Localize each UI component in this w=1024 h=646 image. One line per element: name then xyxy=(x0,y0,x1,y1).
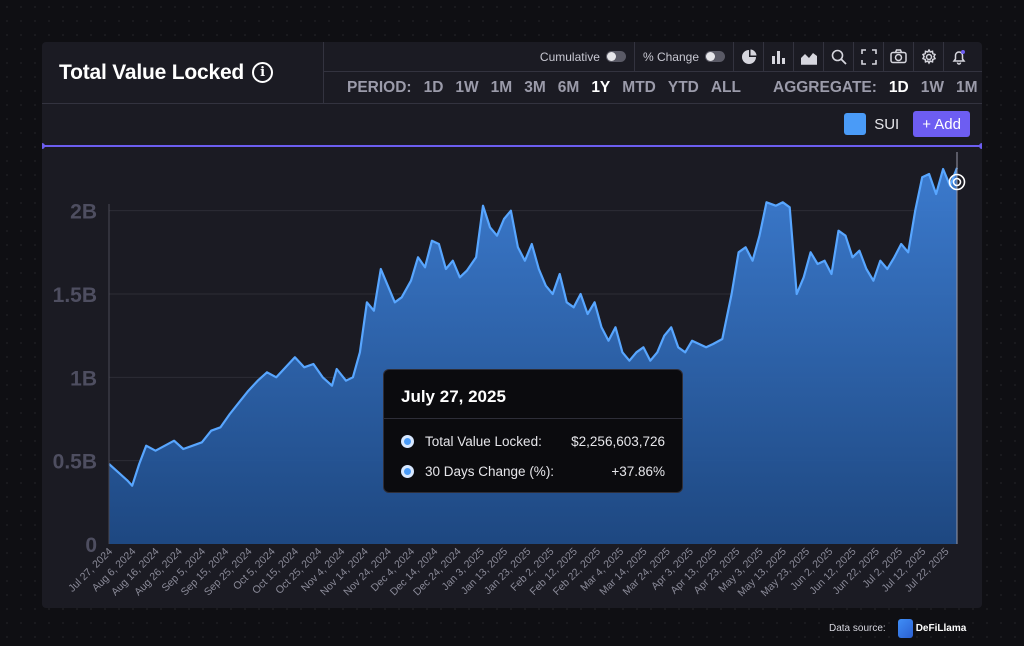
chart-tooltip: July 27, 2025 Total Value Locked: $2,256… xyxy=(383,369,683,493)
percent-change-toggle-group[interactable]: % Change xyxy=(635,42,734,71)
data-source-label: Data source: xyxy=(829,623,886,634)
series-legend: SUI + Add xyxy=(844,111,970,137)
tooltip-row-tvl: Total Value Locked: $2,256,603,726 xyxy=(384,426,682,456)
hover-marker-outer xyxy=(948,173,966,191)
percent-change-toggle[interactable] xyxy=(705,51,725,62)
title-box: Total Value Locked i xyxy=(42,42,324,104)
cumulative-label: Cumulative xyxy=(539,49,600,64)
data-source-brand[interactable]: DeFiLlama xyxy=(915,623,967,634)
bar-chart-icon[interactable] xyxy=(764,42,794,71)
tooltip-date: July 27, 2025 xyxy=(384,370,682,419)
cumulative-toggle[interactable] xyxy=(605,51,626,62)
range-slider[interactable] xyxy=(42,143,982,149)
defillama-logo-icon xyxy=(897,619,913,638)
period-option-all[interactable]: ALL xyxy=(710,78,741,96)
tooltip-value-change: +37.86% xyxy=(611,463,665,479)
page-title: Total Value Locked xyxy=(59,60,245,84)
period-option-1w[interactable]: 1W xyxy=(455,78,479,96)
data-source-footer: Data source: DeFiLlama xyxy=(829,619,966,638)
tooltip-dot-icon xyxy=(401,464,414,478)
aggregate-option-1m[interactable]: 1M xyxy=(955,78,978,96)
bell-icon[interactable] xyxy=(944,42,974,71)
period-option-1y[interactable]: 1Y xyxy=(591,78,611,96)
y-tick-label: 0.5B xyxy=(53,451,97,474)
period-selector-row: PERIOD: 1D 1W 1M 3M 6M 1Y MTD YTD ALL AG… xyxy=(324,72,982,104)
search-icon[interactable] xyxy=(824,42,854,71)
y-tick-label: 2B xyxy=(70,201,97,224)
pie-chart-icon[interactable] xyxy=(734,42,764,71)
series-area-sui xyxy=(109,167,957,544)
series-line-sui xyxy=(108,167,959,487)
y-tick-label: 1.5B xyxy=(53,284,97,307)
gear-icon[interactable] xyxy=(914,42,944,71)
period-option-1m[interactable]: 1M xyxy=(490,78,513,96)
info-circle-icon[interactable]: i xyxy=(252,62,274,83)
fullscreen-icon[interactable] xyxy=(854,42,884,71)
period-label: PERIOD: xyxy=(347,78,412,96)
period-option-ytd[interactable]: YTD xyxy=(667,78,699,96)
series-name: SUI xyxy=(874,115,900,133)
tooltip-row-change: 30 Days Change (%): +37.86% xyxy=(384,456,682,486)
period-option-3m[interactable]: 3M xyxy=(524,78,546,96)
aggregate-option-1d[interactable]: 1D xyxy=(888,78,909,96)
tooltip-label-tvl: Total Value Locked: xyxy=(425,433,542,449)
period-option-mtd[interactable]: MTD xyxy=(622,78,656,96)
tooltip-label-change: 30 Days Change (%): xyxy=(425,463,555,479)
add-series-button[interactable]: + Add xyxy=(913,111,970,137)
area-chart-icon[interactable] xyxy=(794,42,824,71)
y-tick-label: 0 xyxy=(85,534,97,557)
period-option-6m[interactable]: 6M xyxy=(557,78,580,96)
period-option-1d[interactable]: 1D xyxy=(423,78,444,96)
aggregate-label: AGGREGATE: xyxy=(773,78,877,96)
aggregate-option-1w[interactable]: 1W xyxy=(920,78,944,96)
chart-toolbar: Cumulative % Change xyxy=(324,42,982,72)
hover-marker-inner xyxy=(952,177,962,187)
tooltip-dot-icon xyxy=(401,434,414,448)
y-tick-label: 1B xyxy=(70,367,97,390)
series-swatch[interactable] xyxy=(844,113,867,135)
camera-icon[interactable] xyxy=(884,42,914,71)
percent-change-label: % Change xyxy=(642,49,699,64)
tooltip-value-tvl: $2,256,603,726 xyxy=(571,433,665,449)
cumulative-toggle-group[interactable]: Cumulative xyxy=(532,42,635,71)
